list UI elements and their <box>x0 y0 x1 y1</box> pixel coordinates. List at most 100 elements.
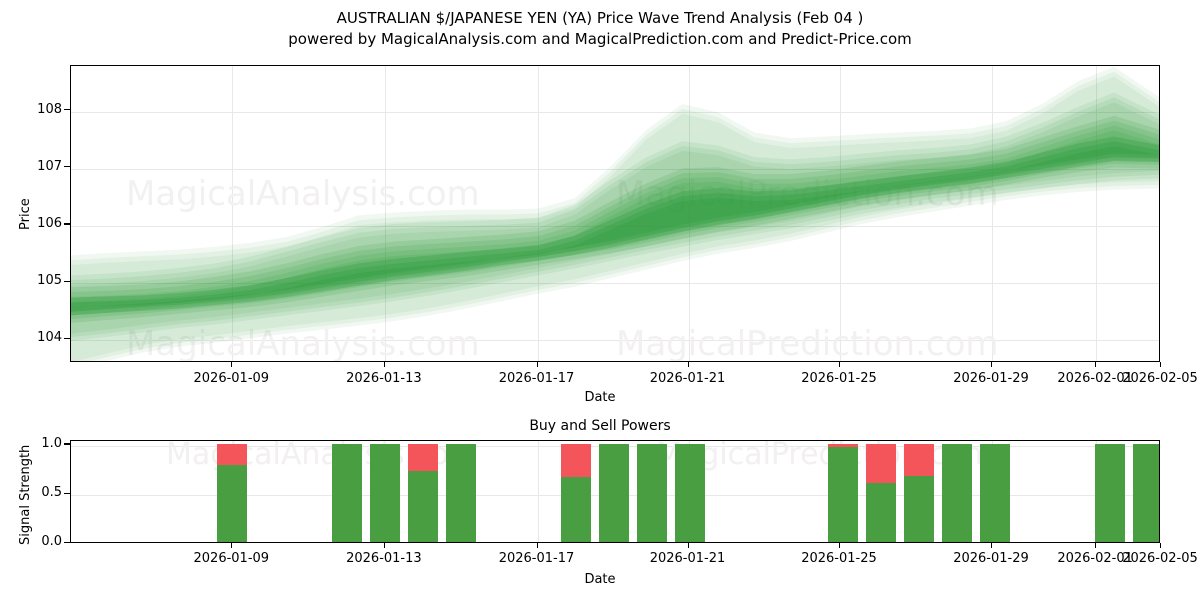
power-chart-title: Buy and Sell Powers <box>529 418 671 434</box>
tick-mark <box>64 166 70 168</box>
wave-gridline-v <box>992 66 993 361</box>
wave-x-tick: 2026-01-17 <box>498 371 575 386</box>
wave-gridline-h <box>71 340 1159 342</box>
power-y-tick: 1.0 <box>10 436 70 451</box>
tick-mark <box>839 543 841 548</box>
buy-power-segment <box>331 443 362 542</box>
power-y-tick: 0.0 <box>10 534 70 549</box>
power-bar <box>1132 443 1159 542</box>
wave-y-tick: 104 <box>10 330 70 345</box>
tick-mark <box>1160 362 1162 367</box>
sell-power-segment <box>865 443 896 484</box>
power-x-axis-label: Date <box>584 572 616 587</box>
tick-mark <box>383 543 386 548</box>
power-bar <box>598 443 629 542</box>
price-wave-plot-area: MagicalAnalysis.com MagicalPrediction.com… <box>70 65 1160 362</box>
power-bar <box>904 443 934 542</box>
wave-band-area <box>71 66 1159 361</box>
power-bar <box>827 443 858 542</box>
tick-mark <box>1095 362 1097 367</box>
buy-power-segment <box>369 443 400 542</box>
wave-band-area <box>71 92 1159 342</box>
power-bar <box>560 443 591 542</box>
wave-band-area <box>71 141 1159 312</box>
power-x-tick: 2026-01-17 <box>498 551 575 566</box>
buy-power-segment <box>446 443 477 542</box>
wave-x-tick: 2026-01-21 <box>649 371 726 386</box>
power-bar <box>675 443 706 542</box>
wave-gridline-v <box>840 66 841 361</box>
power-bar <box>408 443 439 542</box>
wave-gridline-v <box>537 66 539 361</box>
buy-power-segment <box>827 446 858 542</box>
sell-power-segment <box>408 443 439 472</box>
power-y-axis-label: Signal Strength <box>18 444 33 545</box>
sell-power-segment <box>827 443 858 447</box>
wave-x-tick: 2026-01-13 <box>346 371 422 386</box>
power-x-tick: 2026-01-13 <box>346 551 422 566</box>
wave-gridline-v <box>1096 66 1098 361</box>
tick-mark <box>231 543 233 548</box>
power-x-tick: 2026-01-25 <box>801 551 877 566</box>
wave-band-area <box>71 125 1159 316</box>
tick-mark <box>839 362 841 367</box>
power-x-tick: 2026-01-29 <box>953 551 1029 566</box>
wave-y-tick: 108 <box>10 102 70 117</box>
power-x-tick: 2026-01-21 <box>649 551 726 566</box>
buy-power-segment <box>904 476 934 542</box>
power-bar <box>942 443 973 542</box>
power-bar <box>1094 443 1125 542</box>
tick-mark <box>64 280 70 282</box>
sell-power-segment <box>217 443 248 465</box>
wave-gridline-v <box>384 66 386 361</box>
tick-mark <box>991 543 993 548</box>
wave-band-area <box>71 136 1159 316</box>
wave-x-tick: 2026-01-29 <box>953 371 1029 386</box>
wave-gridline-h <box>71 283 1159 284</box>
power-x-tick: 2026-02-01 <box>1057 551 1133 566</box>
tick-mark <box>1095 543 1097 548</box>
tick-mark <box>64 541 70 543</box>
tick-mark <box>687 362 689 367</box>
tick-mark <box>536 543 538 548</box>
buy-power-segment <box>980 443 1011 542</box>
buy-power-segment <box>865 483 896 542</box>
wave-x-tick: 2026-02-05 <box>1122 371 1198 386</box>
wave-y-tick: 105 <box>10 273 70 288</box>
tick-mark <box>383 362 386 367</box>
power-y-tick: 0.5 <box>10 485 70 500</box>
wave-gridline-h <box>71 111 1159 113</box>
tick-mark <box>64 223 70 225</box>
wave-x-tick: 2026-01-25 <box>801 371 877 386</box>
wave-x-tick: 2026-02-01 <box>1057 371 1133 386</box>
wave-gridline-h <box>71 168 1159 170</box>
tick-mark <box>64 337 70 339</box>
tick-mark <box>64 443 70 445</box>
price-wave-bands <box>71 66 1159 361</box>
buy-power-segment <box>560 477 591 542</box>
power-gridline-v <box>537 441 539 542</box>
wave-band-area <box>71 76 1159 361</box>
wave-band-area <box>71 97 1159 338</box>
wave-band-area <box>71 102 1159 334</box>
chart-title-main: AUSTRALIAN $/JAPANESE YEN (YA) Price Wav… <box>336 9 864 27</box>
sell-power-segment <box>904 443 934 477</box>
power-bar <box>369 443 400 542</box>
buy-power-segment <box>408 471 439 542</box>
wave-band-area <box>71 120 1159 320</box>
buy-power-segment <box>598 443 629 542</box>
power-bar <box>446 443 477 542</box>
sell-power-segment <box>560 443 591 478</box>
wave-y-tick: 107 <box>10 159 70 174</box>
power-bar <box>331 443 362 542</box>
power-x-tick: 2026-01-09 <box>193 551 270 566</box>
wave-band-area <box>71 115 1159 323</box>
buy-power-segment <box>1094 443 1125 542</box>
power-bar <box>217 443 248 542</box>
buy-power-segment <box>942 443 973 542</box>
buy-power-segment <box>675 443 706 542</box>
tick-mark <box>536 362 538 367</box>
wave-y-tick: 106 <box>10 216 70 231</box>
wave-band-area <box>71 71 1159 361</box>
